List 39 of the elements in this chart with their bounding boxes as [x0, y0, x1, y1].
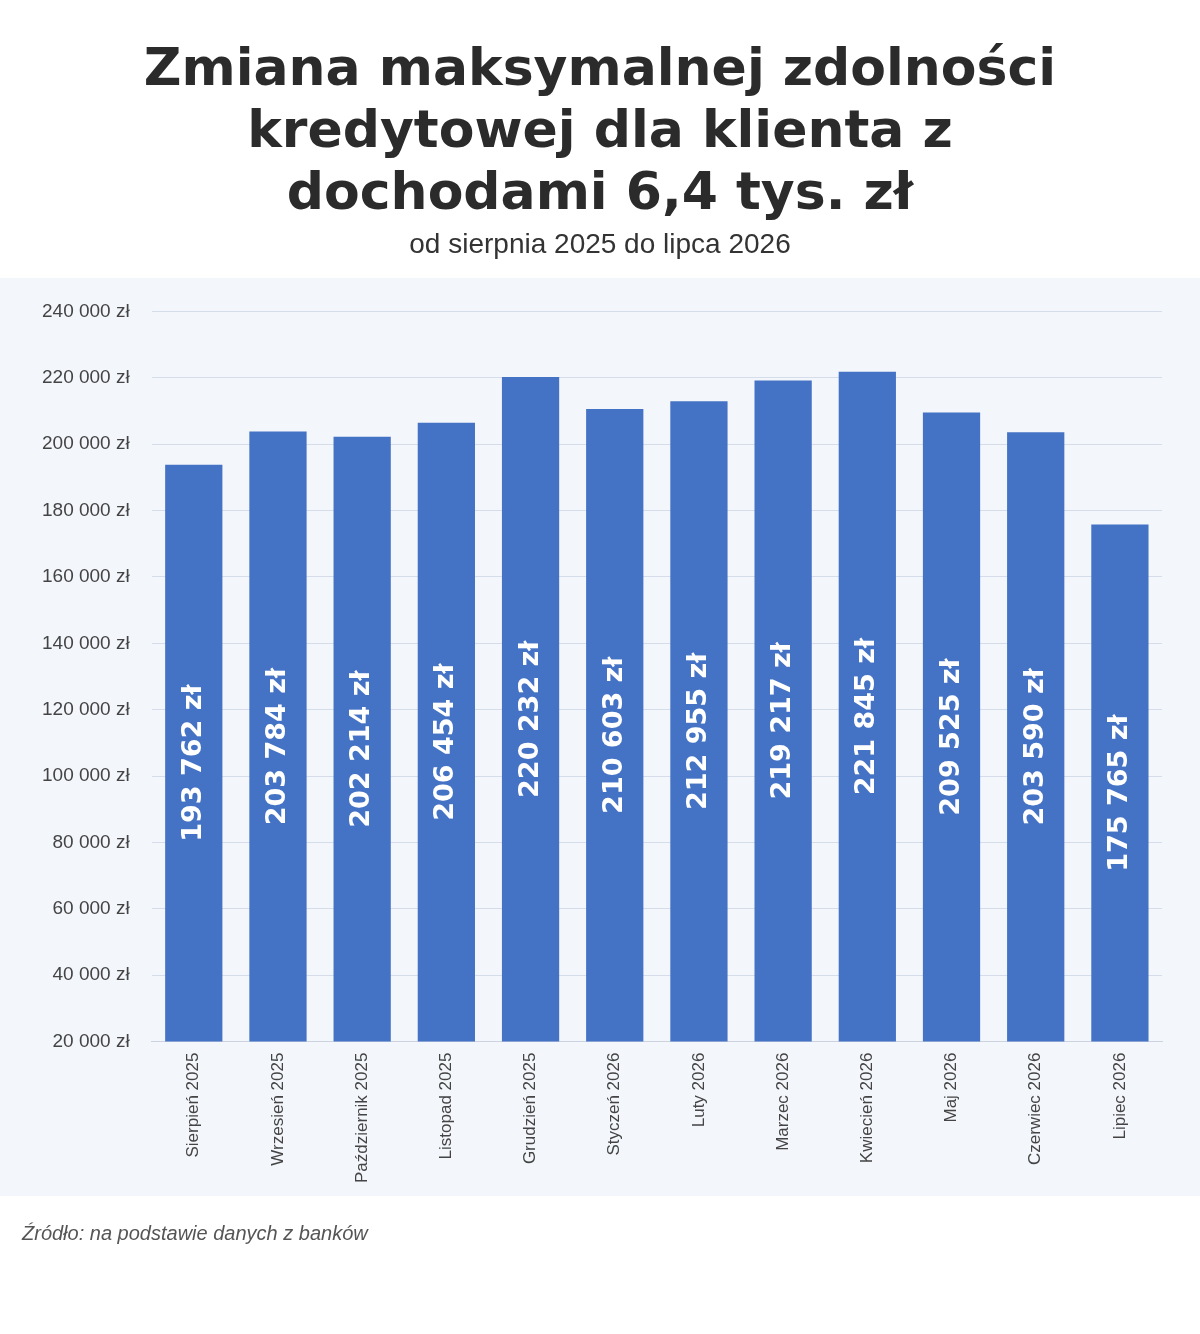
- y-tick-label: 120 000 zł: [41, 697, 131, 719]
- data-label: 210 603 zł: [596, 655, 628, 814]
- y-tick-label: 220 000 zł: [41, 366, 131, 388]
- x-tick-label: Październik 2025: [351, 1052, 371, 1184]
- data-label: 221 845 zł: [849, 637, 881, 796]
- data-label: 219 217 zł: [765, 641, 797, 800]
- x-tick-label: Luty 2026: [688, 1052, 708, 1128]
- x-tick-label: Czerwiec 2026: [1025, 1052, 1045, 1166]
- data-label: 206 454 zł: [428, 662, 460, 821]
- y-tick-label: 180 000 zł: [41, 498, 131, 520]
- y-tick-label: 20 000 zł: [52, 1029, 131, 1051]
- y-tick-label: 240 000 zł: [41, 299, 131, 321]
- chart-subtitle: od sierpnia 2025 do lipca 2026: [408, 228, 792, 261]
- x-tick-label: Marzec 2026: [772, 1052, 792, 1151]
- y-tick-label: 160 000 zł: [41, 565, 131, 587]
- data-label: 203 590 zł: [1017, 667, 1049, 826]
- y-tick-label: 80 000 zł: [52, 830, 131, 852]
- y-tick-label: 100 000 zł: [41, 764, 131, 786]
- x-tick-label: Styczeń 2026: [604, 1052, 624, 1156]
- y-tick-label: 200 000 zł: [41, 432, 131, 454]
- data-label: 193 762 zł: [175, 683, 207, 842]
- data-label: 202 214 zł: [344, 669, 376, 828]
- data-label: 203 784 zł: [259, 666, 291, 826]
- chart-title: Zmiana maksymalnej zdolności kredytowej dla klienta z dochodami 6,4 tys. zł: [142, 36, 1058, 222]
- x-tick-label: Lipiec 2026: [1109, 1052, 1129, 1140]
- data-label: 220 232 zł: [512, 639, 544, 798]
- x-tick-label: Maj 2026: [941, 1052, 961, 1123]
- x-tick-label: Wrzesień 2025: [267, 1052, 287, 1166]
- x-tick-label: Listopad 2025: [436, 1052, 456, 1160]
- x-tick-label: Kwiecień 2026: [857, 1052, 877, 1164]
- y-tick-label: 140 000 zł: [41, 631, 131, 653]
- text: Źródło: na podstawie danych z banków: [22, 1222, 370, 1245]
- y-tick-label: 40 000 zł: [52, 963, 131, 985]
- x-tick-label: Grudzień 2025: [520, 1052, 540, 1165]
- y-tick-label: 60 000 zł: [52, 897, 131, 919]
- data-label: 175 765 zł: [1101, 713, 1133, 872]
- x-tick-label: Sierpień 2025: [183, 1052, 203, 1158]
- data-label: 209 525 zł: [933, 657, 965, 816]
- data-label: 212 955 zł: [680, 651, 712, 811]
